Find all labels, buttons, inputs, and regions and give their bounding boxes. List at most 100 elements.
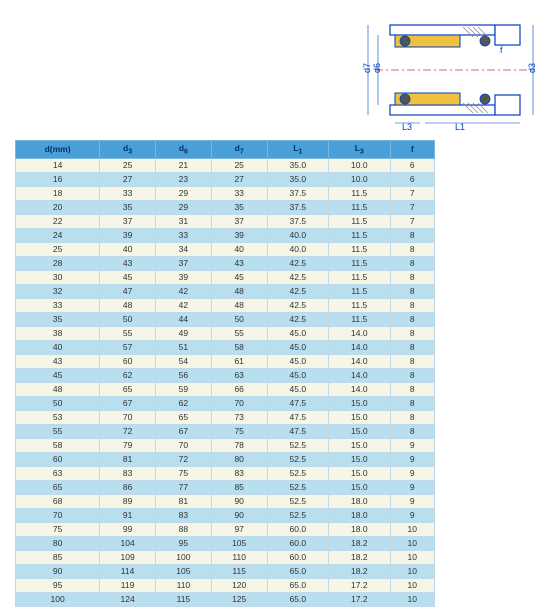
table-cell: 10.0 [329, 172, 390, 186]
table-cell: 6 [390, 172, 434, 186]
table-cell: 90 [16, 564, 100, 578]
table-row: 1627232735.010.06 [16, 172, 435, 186]
table-cell: 109 [100, 550, 156, 564]
table-cell: 61 [211, 354, 267, 368]
table-row: 2843374342.511.58 [16, 256, 435, 270]
table-cell: 20 [16, 200, 100, 214]
table-cell: 60 [16, 452, 100, 466]
table-row: 6889819052.518.09 [16, 494, 435, 508]
table-cell: 39 [100, 228, 156, 242]
table-cell: 65 [155, 410, 211, 424]
table-cell: 15.0 [329, 396, 390, 410]
table-cell: 60.0 [267, 550, 328, 564]
svg-text:d3: d3 [527, 63, 537, 73]
table-cell: 8 [390, 284, 434, 298]
table-cell: 48 [16, 382, 100, 396]
table-cell: 85 [211, 480, 267, 494]
table-row: 7091839052.518.09 [16, 508, 435, 522]
table-cell: 35 [100, 200, 156, 214]
table-row: 5370657347.515.08 [16, 410, 435, 424]
table-cell: 32 [16, 284, 100, 298]
table-cell: 60.0 [267, 522, 328, 536]
table-cell: 40.0 [267, 242, 328, 256]
svg-text:f: f [500, 45, 503, 55]
table-cell: 10 [390, 564, 434, 578]
column-header: d6 [155, 141, 211, 159]
table-cell: 18.2 [329, 564, 390, 578]
table-cell: 11.5 [329, 312, 390, 326]
table-cell: 62 [100, 368, 156, 382]
table-cell: 80 [211, 452, 267, 466]
table-cell: 17.2 [329, 592, 390, 606]
table-cell: 125 [211, 592, 267, 606]
table-cell: 28 [16, 256, 100, 270]
table-cell: 104 [100, 536, 156, 550]
table-cell: 9 [390, 508, 434, 522]
table-cell: 7 [390, 214, 434, 228]
table-cell: 47.5 [267, 410, 328, 424]
table-row: 1833293337.511.57 [16, 186, 435, 200]
table-cell: 45 [100, 270, 156, 284]
table-cell: 75 [155, 466, 211, 480]
table-cell: 11.5 [329, 270, 390, 284]
table-cell: 42.5 [267, 256, 328, 270]
table-cell: 8 [390, 228, 434, 242]
table-cell: 90 [211, 508, 267, 522]
table-row: 5879707852.515.09 [16, 438, 435, 452]
table-cell: 78 [211, 438, 267, 452]
table-cell: 9 [390, 438, 434, 452]
table-cell: 35 [211, 200, 267, 214]
table-cell: 23 [155, 172, 211, 186]
table-cell: 95 [16, 578, 100, 592]
table-cell: 21 [155, 158, 211, 172]
table-cell: 42.5 [267, 270, 328, 284]
table-cell: 45.0 [267, 326, 328, 340]
table-cell: 38 [16, 326, 100, 340]
table-cell: 8 [390, 242, 434, 256]
table-row: 3045394542.511.58 [16, 270, 435, 284]
table-cell: 33 [155, 228, 211, 242]
table-cell: 66 [211, 382, 267, 396]
table-cell: 29 [155, 186, 211, 200]
table-cell: 95 [155, 536, 211, 550]
table-cell: 11.5 [329, 200, 390, 214]
table-row: 9511911012065.017.210 [16, 578, 435, 592]
table-cell: 52.5 [267, 480, 328, 494]
table-cell: 83 [155, 508, 211, 522]
table-cell: 18.2 [329, 550, 390, 564]
table-row: 3855495545.014.08 [16, 326, 435, 340]
table-cell: 115 [155, 592, 211, 606]
table-cell: 65.0 [267, 578, 328, 592]
table-cell: 45.0 [267, 340, 328, 354]
table-row: 4562566345.014.08 [16, 368, 435, 382]
table-cell: 97 [211, 522, 267, 536]
table-cell: 99 [100, 522, 156, 536]
table-cell: 48 [211, 298, 267, 312]
table-cell: 75 [211, 424, 267, 438]
table-cell: 14.0 [329, 382, 390, 396]
table-row: 4865596645.014.08 [16, 382, 435, 396]
table-cell: 47 [100, 284, 156, 298]
table-cell: 7 [390, 200, 434, 214]
table-cell: 33 [16, 298, 100, 312]
table-cell: 43 [100, 256, 156, 270]
column-header: d(mm) [16, 141, 100, 159]
table-cell: 11.5 [329, 214, 390, 228]
table-cell: 75 [16, 522, 100, 536]
table-cell: 10.0 [329, 158, 390, 172]
table-cell: 45.0 [267, 382, 328, 396]
svg-text:L3: L3 [402, 122, 412, 132]
table-cell: 73 [211, 410, 267, 424]
table-cell: 40 [211, 242, 267, 256]
table-cell: 37.5 [267, 186, 328, 200]
table-cell: 25 [16, 242, 100, 256]
table-cell: 115 [211, 564, 267, 578]
table-cell: 8 [390, 410, 434, 424]
table-cell: 22 [16, 214, 100, 228]
table-cell: 120 [211, 578, 267, 592]
table-cell: 37 [155, 256, 211, 270]
table-cell: 80 [16, 536, 100, 550]
table-cell: 11.5 [329, 298, 390, 312]
table-cell: 14.0 [329, 368, 390, 382]
table-cell: 63 [211, 368, 267, 382]
